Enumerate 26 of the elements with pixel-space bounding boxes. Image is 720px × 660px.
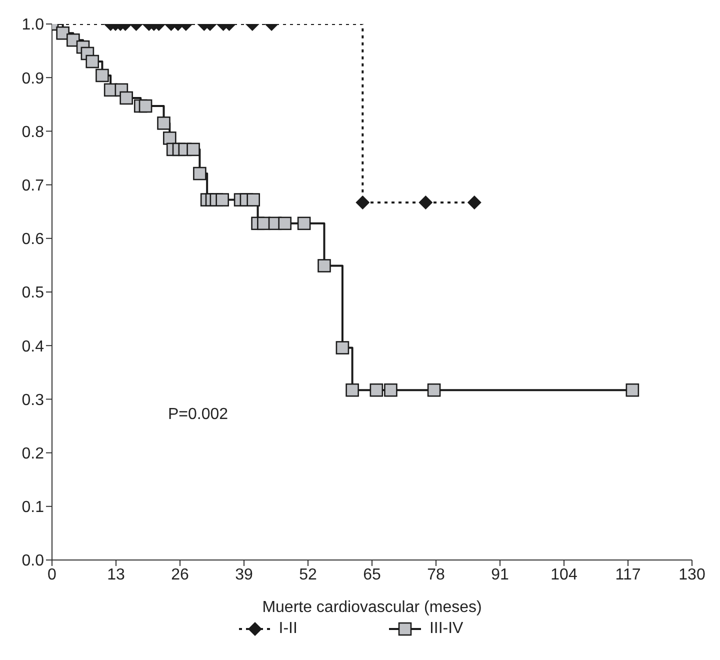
x-tick-label: 130 [678,566,706,584]
x-tick-label: 91 [491,566,509,584]
y-tick-label: 0.4 [22,338,44,356]
x-tick-label: 13 [107,566,125,584]
annotation: P=0.002 [168,406,228,424]
y-tick-label: 0.2 [22,445,44,462]
y-tick-label: 0.7 [22,177,44,194]
x-tick-label: 52 [299,566,317,584]
x-tick-label: 104 [550,566,578,584]
y-tick-label: 0.0 [22,552,44,570]
y-tick-label: 0.5 [22,284,44,302]
y-tick-label: 0.9 [22,70,44,88]
x-tick-label: 0 [48,566,57,584]
x-axis-title: Muerte cardiovascular (meses) [262,599,482,616]
x-tick-label: 26 [171,566,189,584]
y-tick-label: 0.3 [22,392,44,409]
x-tick-label: 117 [615,566,641,584]
legend-label: I-II [278,620,298,638]
legend-label: III-IV [428,620,464,638]
y-tick-label: 0.1 [22,499,44,516]
y-tick-label: 0.6 [22,231,44,248]
x-tick-label: 39 [235,566,253,584]
x-tick-label: 78 [427,566,445,584]
y-tick-label: 1.0 [22,16,44,34]
x-tick-label: 65 [363,566,381,584]
y-tick-label: 0.8 [22,124,44,141]
